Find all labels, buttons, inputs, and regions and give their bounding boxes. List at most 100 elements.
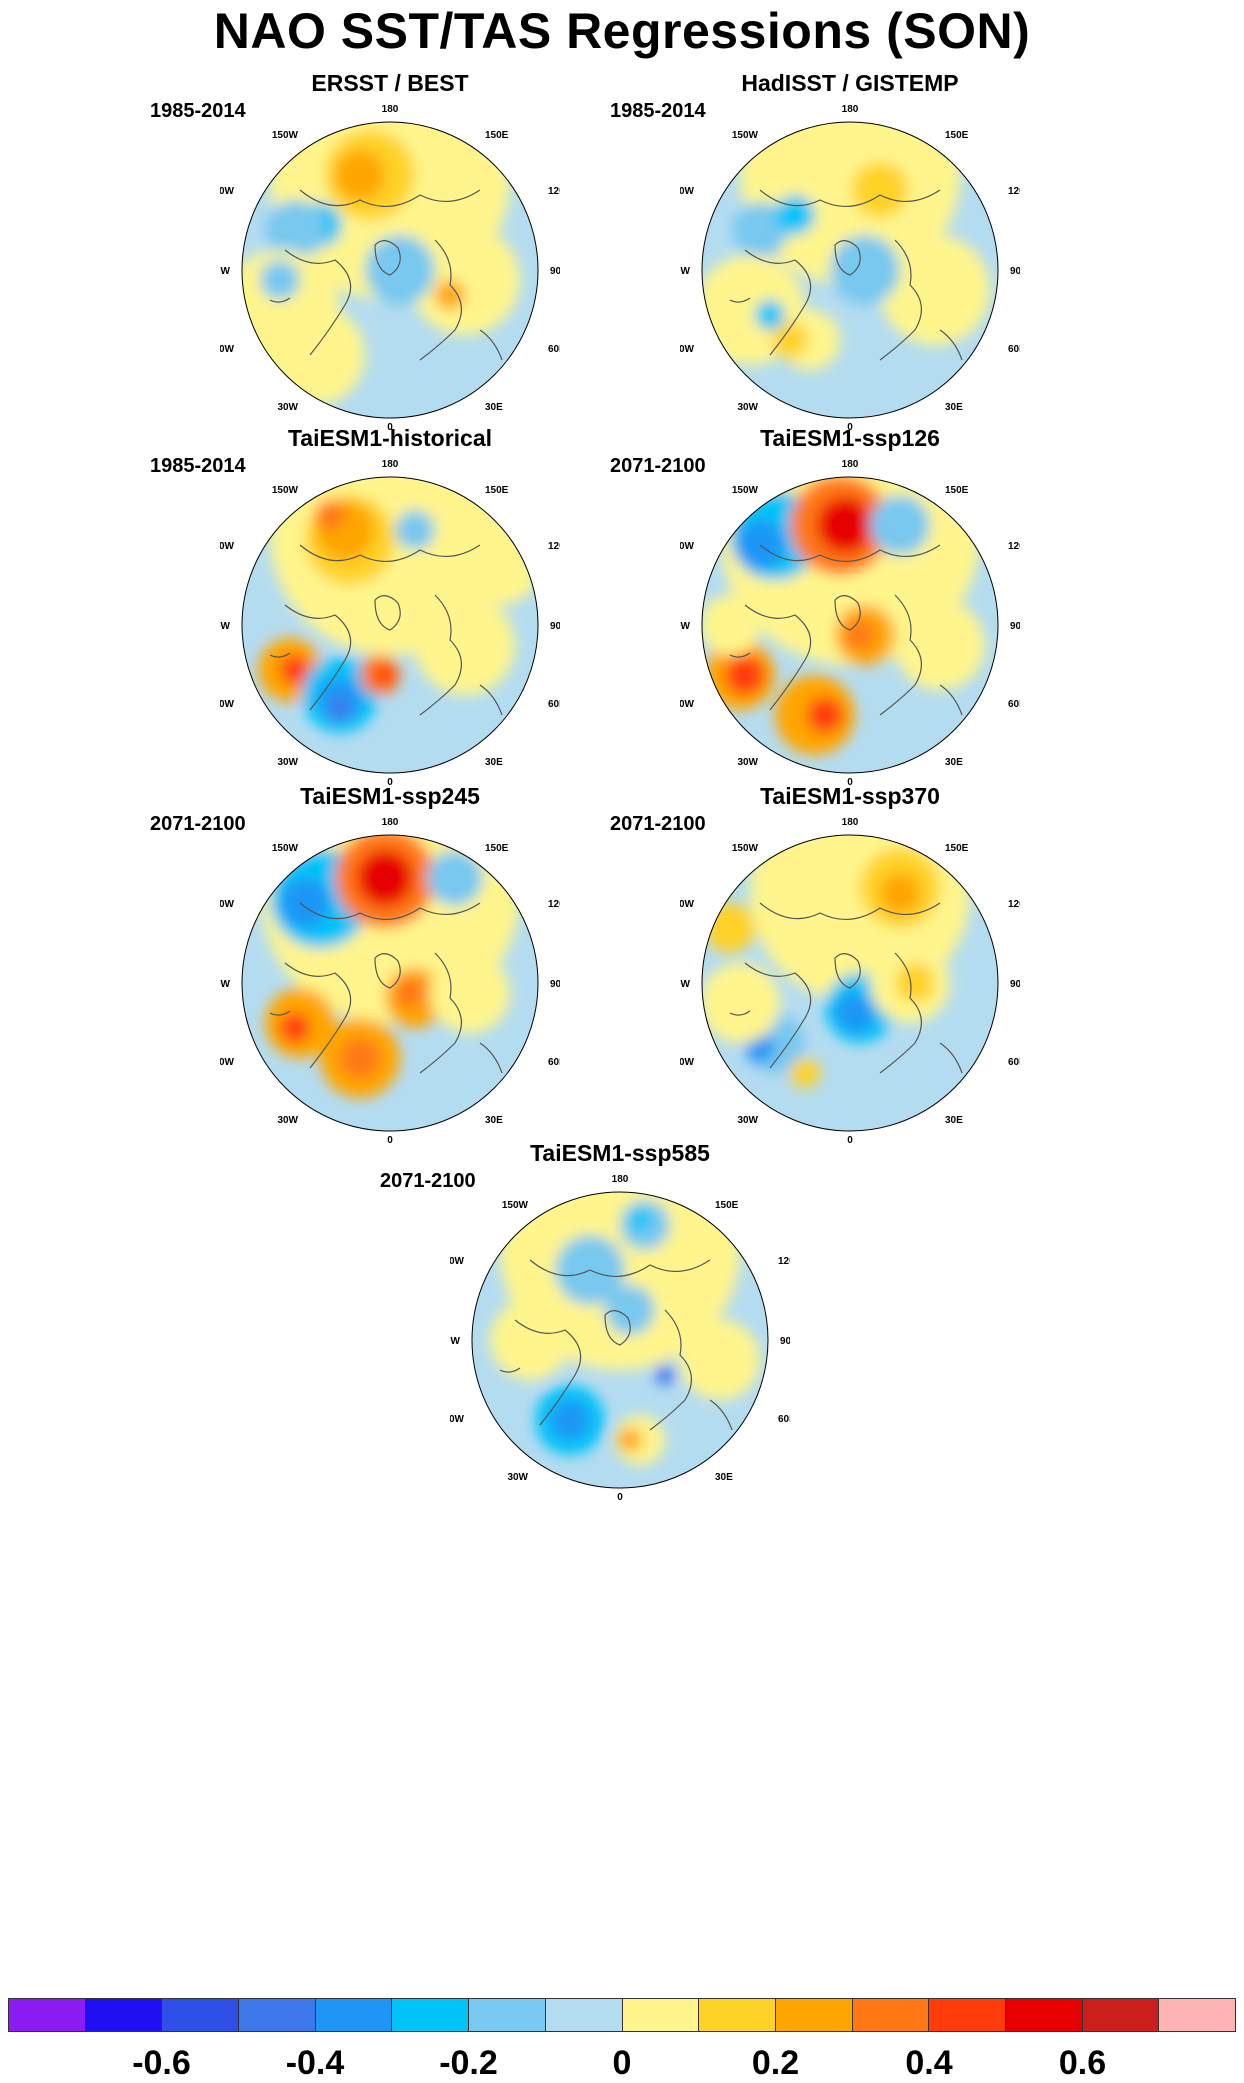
anomaly-field bbox=[817, 497, 873, 553]
longitude-label: 60W bbox=[680, 344, 695, 355]
longitude-label: 30E bbox=[945, 757, 963, 768]
anomaly-field bbox=[375, 665, 395, 685]
anomaly-field bbox=[895, 963, 935, 1003]
anomaly-field bbox=[500, 1192, 740, 1370]
longitude-label: 180 bbox=[382, 104, 399, 115]
anomaly-field bbox=[415, 595, 515, 695]
map-panel: TaiESM1-ssp370 2071-2100 180 150W 150E 120W 12… bbox=[610, 783, 1080, 1253]
anomaly-field bbox=[435, 280, 465, 310]
colorbar-box bbox=[622, 1999, 700, 2031]
longitude-label: 120W bbox=[220, 899, 235, 910]
panel-title: TaiESM1-historical bbox=[287, 425, 493, 451]
anomaly-field bbox=[410, 225, 520, 335]
colorbar-box bbox=[239, 1999, 316, 2031]
longitude-label: 150W bbox=[732, 485, 759, 496]
anomaly-field bbox=[550, 1400, 590, 1440]
colorbar-tick-label: 0.4 bbox=[905, 2044, 953, 2082]
anomaly-field bbox=[702, 595, 760, 655]
anomaly-field bbox=[807, 697, 843, 733]
colorbar-labels: -0.6 -0.4 -0.2 0 0.2 0.4 0.6 bbox=[0, 2040, 1244, 2082]
colorbar-tick-label: 0 bbox=[612, 2044, 632, 2082]
longitude-label: 120E bbox=[778, 1256, 790, 1267]
panel-period: 2071-2100 bbox=[610, 455, 706, 477]
anomaly-field bbox=[430, 953, 510, 1033]
longitude-label: 90E bbox=[780, 1336, 790, 1347]
colorbar-box bbox=[469, 1999, 546, 2031]
colorbar-box bbox=[315, 1999, 393, 2031]
panel-period: 1985-2014 bbox=[150, 455, 246, 477]
anomaly-field bbox=[680, 1320, 760, 1400]
longitude-label: 30W bbox=[737, 402, 758, 413]
longitude-label: 150E bbox=[485, 485, 509, 496]
longitude-label: 120W bbox=[680, 186, 695, 197]
panel-title: TaiESM1-ssp585 bbox=[530, 1140, 710, 1166]
map-panel: TaiESM1-historical 1985-2014 180 150W 150E 12… bbox=[150, 425, 620, 895]
longitude-label: 150E bbox=[715, 1200, 739, 1211]
map-panel: TaiESM1-ssp585 2071-2100 180 150W 150E 120W 12… bbox=[380, 1140, 850, 1610]
longitude-label: 150W bbox=[272, 843, 299, 854]
polar-map: 180 150W 150E 120W 120E 90W 90E 60W 60E 30W 30E 0 bbox=[680, 459, 1020, 788]
panel-title: TaiESM1-ssp245 bbox=[300, 783, 480, 809]
anomaly-field bbox=[265, 200, 325, 260]
longitude-label: 0 bbox=[847, 777, 853, 788]
longitude-label: 90W bbox=[220, 979, 231, 990]
longitude-label: 120E bbox=[1008, 541, 1020, 552]
anomaly-field bbox=[880, 873, 920, 913]
longitude-label: 150W bbox=[732, 130, 759, 141]
longitude-label: 120E bbox=[548, 899, 560, 910]
longitude-label: 0 bbox=[617, 1492, 623, 1503]
longitude-label: 180 bbox=[842, 104, 859, 115]
longitude-label: 30E bbox=[945, 1115, 963, 1126]
longitude-label: 60W bbox=[680, 1057, 695, 1068]
panel-period: 2071-2100 bbox=[380, 1170, 476, 1192]
longitude-label: 60E bbox=[778, 1414, 790, 1425]
anomaly-field bbox=[365, 235, 435, 305]
longitude-label: 120E bbox=[548, 541, 560, 552]
colorbar-box bbox=[392, 1999, 470, 2031]
colorbar-box bbox=[699, 1999, 776, 2031]
longitude-label: 120W bbox=[220, 186, 235, 197]
longitude-label: 150W bbox=[502, 1200, 529, 1211]
coastline bbox=[729, 902, 963, 1074]
anomaly-field bbox=[328, 698, 352, 722]
colorbar-box bbox=[929, 1999, 1006, 2031]
longitude-label: 180 bbox=[842, 459, 859, 470]
longitude-label: 120E bbox=[1008, 899, 1020, 910]
anomaly-field bbox=[260, 260, 300, 300]
longitude-label: 90E bbox=[550, 621, 560, 632]
longitude-label: 30W bbox=[737, 757, 758, 768]
longitude-label: 0 bbox=[847, 422, 853, 433]
longitude-label: 150W bbox=[272, 130, 299, 141]
longitude-label: 60W bbox=[680, 699, 695, 710]
anomaly-field bbox=[340, 1038, 380, 1078]
longitude-label: 120W bbox=[220, 541, 235, 552]
longitude-label: 0 bbox=[387, 422, 393, 433]
longitude-label: 150E bbox=[945, 485, 969, 496]
longitude-label: 150W bbox=[272, 485, 299, 496]
colorbar-tick-label: -0.6 bbox=[132, 2044, 191, 2082]
anomaly-field bbox=[655, 1365, 675, 1385]
longitude-label: 90W bbox=[680, 266, 691, 277]
longitude-label: 90E bbox=[550, 979, 560, 990]
anomaly-field bbox=[605, 1285, 655, 1335]
anomaly-field bbox=[395, 510, 435, 550]
anomaly-field bbox=[845, 620, 875, 650]
coastline bbox=[269, 902, 503, 1074]
panel-period: 2071-2100 bbox=[150, 813, 246, 835]
longitude-label: 30W bbox=[277, 757, 298, 768]
anomaly-field bbox=[460, 525, 538, 605]
panel-period: 1985-2014 bbox=[610, 100, 706, 122]
coastline bbox=[729, 544, 963, 716]
longitude-label: 0 bbox=[387, 1135, 393, 1146]
longitude-label: 30W bbox=[737, 1115, 758, 1126]
map-panel: TaiESM1-ssp126 2071-2100 180 150W 150E 120W 12… bbox=[610, 425, 1080, 895]
map-boundary bbox=[241, 121, 539, 419]
longitude-label: 30W bbox=[277, 402, 298, 413]
anomaly-field bbox=[280, 655, 310, 685]
longitude-label: 180 bbox=[382, 459, 399, 470]
map-panel: TaiESM1-ssp245 2071-2100 180 150W 150E 120W 12… bbox=[150, 783, 620, 1253]
colorbar-box bbox=[1159, 1999, 1235, 2031]
longitude-label: 30E bbox=[485, 757, 503, 768]
longitude-label: 30E bbox=[945, 402, 963, 413]
longitude-label: 60E bbox=[1008, 699, 1020, 710]
